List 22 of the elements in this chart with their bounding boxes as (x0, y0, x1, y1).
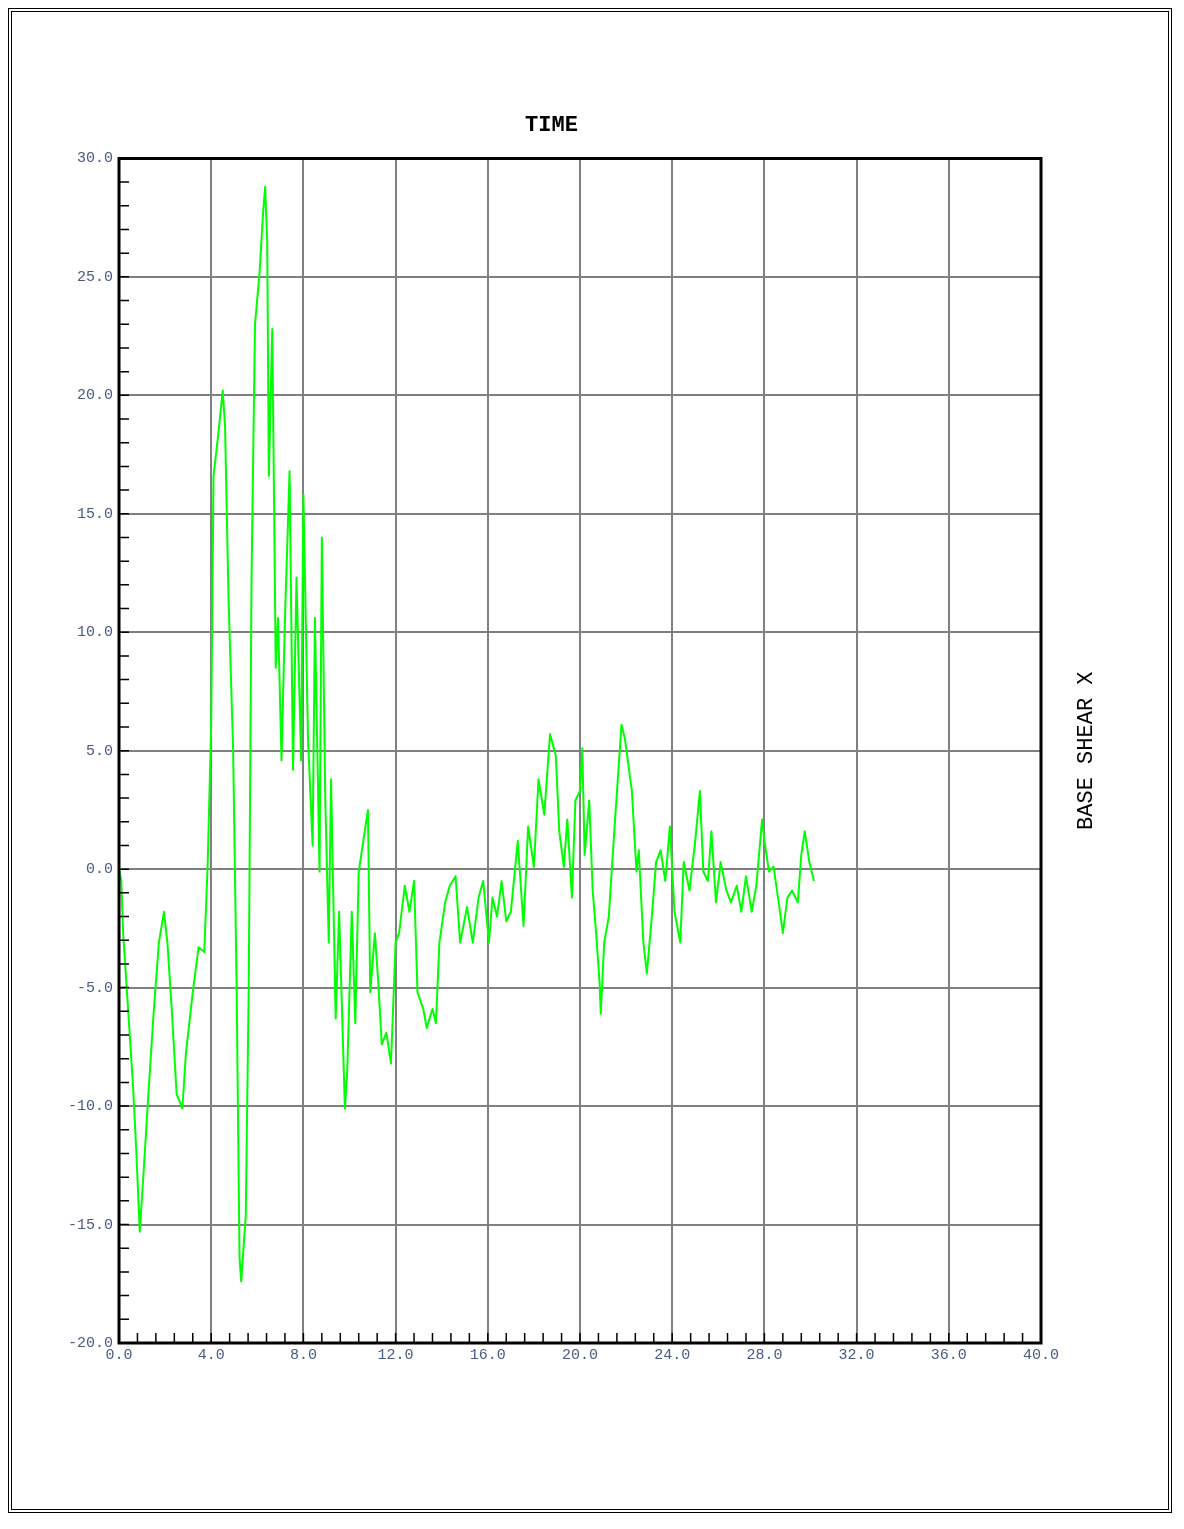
x-tick-label: 4.0 (197, 1346, 225, 1364)
x-tick-label: 24.0 (654, 1346, 691, 1364)
y-tick-label: 5.0 (85, 742, 114, 760)
x-tick-label: 36.0 (930, 1346, 967, 1364)
y-tick-label: 0.0 (85, 861, 114, 879)
x-tick-label: 20.0 (562, 1346, 599, 1364)
y-tick-label: 15.0 (76, 505, 114, 523)
y-tick-label: 30.0 (76, 150, 114, 168)
y-tick-label: -15.0 (67, 1216, 114, 1234)
x-tick-label: 16.0 (469, 1346, 506, 1364)
x-tick-label: 12.0 (377, 1346, 414, 1364)
y-tick-label: 20.0 (76, 387, 114, 405)
y-axis-title: BASE SHEAR X (1073, 671, 1099, 830)
x-tick-label: 32.0 (838, 1346, 875, 1364)
chart-title: TIME (525, 112, 578, 138)
y-tick-label: -5.0 (76, 979, 114, 997)
x-tick-label: 40.0 (1022, 1346, 1060, 1364)
x-tick-label: 8.0 (289, 1346, 317, 1364)
y-tick-label: 25.0 (76, 268, 114, 286)
y-tick-label: 10.0 (76, 624, 114, 642)
x-tick-label: 28.0 (746, 1346, 783, 1364)
y-tick-label: -10.0 (67, 1098, 114, 1116)
